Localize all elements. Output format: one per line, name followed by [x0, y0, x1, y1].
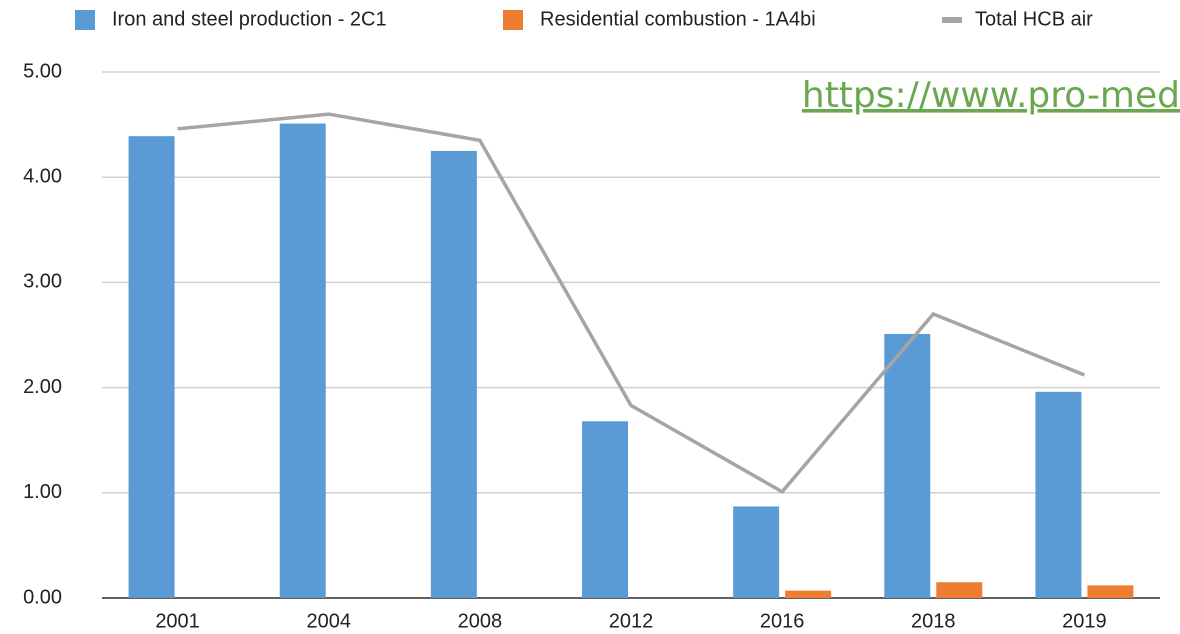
- bar: [128, 136, 175, 598]
- legend-swatch: [75, 10, 95, 30]
- bar: [785, 590, 832, 598]
- legend-swatch: [942, 17, 962, 23]
- legend-label: Total HCB air: [975, 8, 1093, 30]
- legend-swatch: [503, 10, 523, 30]
- x-tick-label: 2016: [760, 610, 805, 632]
- legend-label: Iron and steel production - 2C1: [112, 8, 387, 30]
- bar: [1035, 391, 1082, 598]
- y-tick-label: 0.00: [23, 586, 62, 608]
- x-tick-label: 2008: [458, 610, 503, 632]
- x-tick-label: 2004: [306, 610, 351, 632]
- bar: [279, 123, 326, 598]
- bar: [884, 333, 931, 598]
- annotation: https://www.pro-med: [802, 75, 1180, 116]
- bar: [733, 506, 780, 598]
- y-tick-label: 2.00: [23, 376, 62, 398]
- x-tick-label: 2001: [155, 610, 200, 632]
- legend-label: Residential combustion - 1A4bi: [540, 8, 816, 30]
- x-tick-label: 2019: [1062, 610, 1107, 632]
- line: [177, 112, 1086, 494]
- y-tick-label: 3.00: [23, 271, 62, 293]
- bar: [582, 421, 628, 598]
- y-tick-label: 1.00: [23, 481, 62, 503]
- x-tick-label: 2012: [609, 610, 654, 632]
- bar: [1087, 585, 1134, 598]
- x-tick-label: 2018: [911, 610, 956, 632]
- bar: [936, 582, 983, 598]
- y-tick-label: 5.00: [23, 60, 62, 82]
- y-tick-label: 4.00: [23, 165, 62, 187]
- bar: [430, 150, 477, 598]
